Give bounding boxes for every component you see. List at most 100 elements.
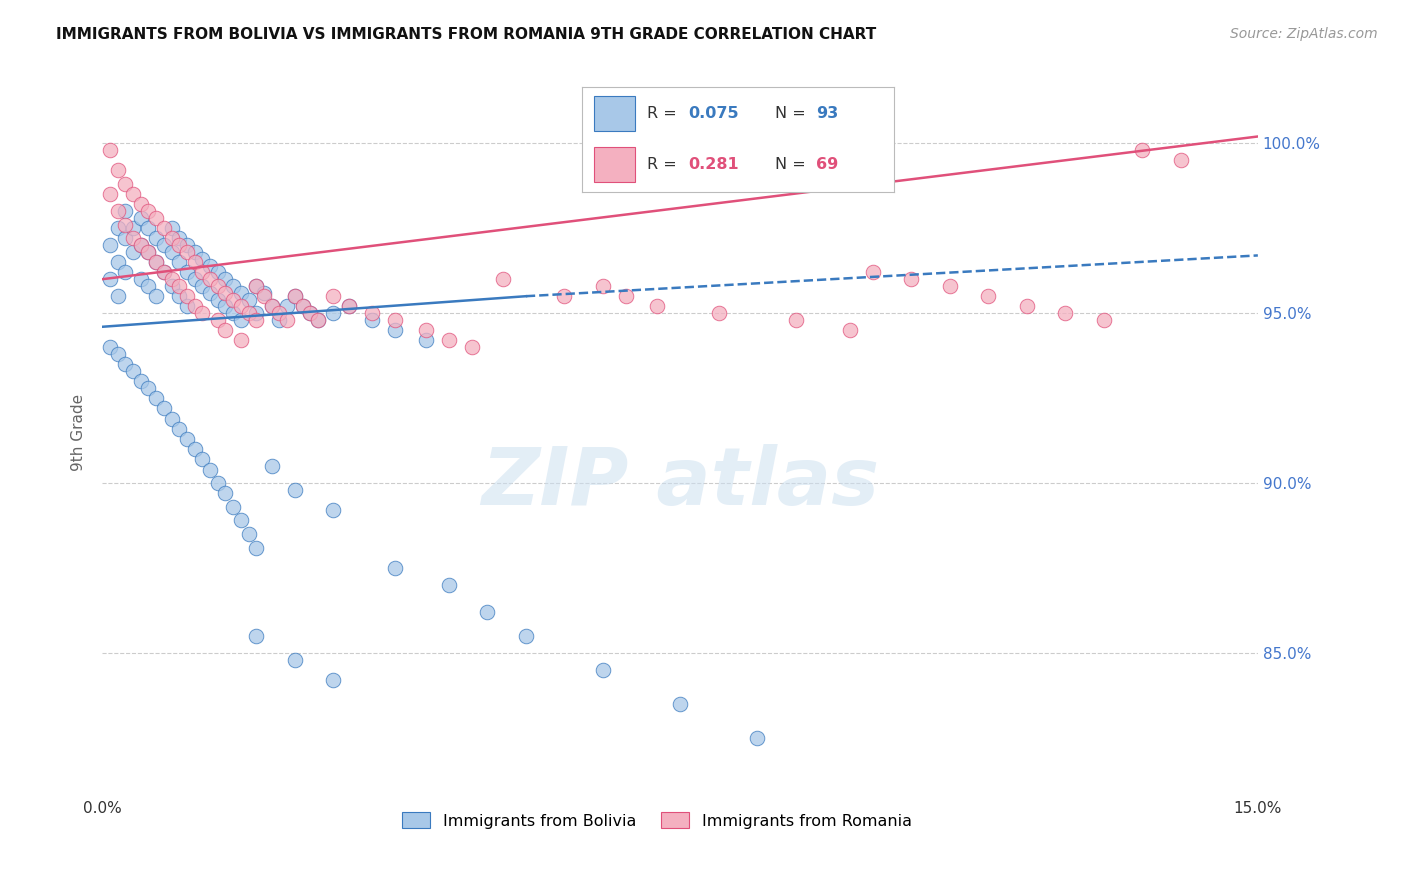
Point	[129, 197, 152, 211]
Point	[207, 313, 229, 327]
Point	[145, 255, 167, 269]
Point	[160, 279, 183, 293]
Point	[337, 299, 360, 313]
Point	[437, 578, 460, 592]
Point	[245, 279, 267, 293]
Point	[322, 673, 344, 688]
Point	[1054, 306, 1077, 320]
Point	[138, 204, 160, 219]
Point	[1130, 143, 1153, 157]
Point	[191, 306, 214, 320]
Point	[160, 272, 183, 286]
Point	[176, 238, 198, 252]
Point	[153, 265, 176, 279]
Point	[122, 245, 145, 260]
Point	[222, 279, 245, 293]
Point	[322, 503, 344, 517]
Point	[222, 293, 245, 307]
Point	[245, 629, 267, 643]
Point	[114, 357, 136, 371]
Point	[107, 347, 129, 361]
Point	[838, 323, 860, 337]
Point	[222, 306, 245, 320]
Point	[122, 187, 145, 202]
Point	[415, 334, 437, 348]
Point	[214, 486, 236, 500]
Point	[229, 514, 252, 528]
Point	[191, 265, 214, 279]
Point	[176, 245, 198, 260]
Point	[553, 289, 575, 303]
Point	[437, 334, 460, 348]
Point	[322, 306, 344, 320]
Point	[269, 313, 291, 327]
Point	[176, 265, 198, 279]
Point	[238, 293, 260, 307]
Point	[167, 289, 190, 303]
Point	[114, 218, 136, 232]
Point	[98, 340, 121, 354]
Point	[707, 306, 730, 320]
Point	[183, 299, 205, 313]
Point	[114, 231, 136, 245]
Point	[307, 313, 329, 327]
Legend: Immigrants from Bolivia, Immigrants from Romania: Immigrants from Bolivia, Immigrants from…	[395, 805, 918, 835]
Point	[245, 541, 267, 555]
Point	[669, 697, 692, 711]
Point	[238, 527, 260, 541]
Point	[477, 605, 499, 619]
Point	[862, 265, 884, 279]
Point	[114, 204, 136, 219]
Point	[114, 265, 136, 279]
Point	[745, 731, 768, 745]
Point	[145, 391, 167, 405]
Y-axis label: 9th Grade: 9th Grade	[72, 393, 86, 471]
Point	[167, 279, 190, 293]
Point	[122, 221, 145, 235]
Point	[245, 279, 267, 293]
Point	[592, 663, 614, 677]
Point	[299, 306, 322, 320]
Point	[245, 313, 267, 327]
Point	[129, 238, 152, 252]
Point	[129, 272, 152, 286]
Point	[245, 306, 267, 320]
Point	[191, 452, 214, 467]
Point	[129, 374, 152, 388]
Point	[98, 272, 121, 286]
Point	[253, 289, 276, 303]
Point	[977, 289, 1000, 303]
Point	[384, 313, 406, 327]
Point	[98, 187, 121, 202]
Point	[122, 231, 145, 245]
Point	[176, 289, 198, 303]
Point	[614, 289, 637, 303]
Point	[214, 272, 236, 286]
Point	[138, 381, 160, 395]
Point	[229, 299, 252, 313]
Point	[160, 245, 183, 260]
Point	[360, 306, 382, 320]
Point	[145, 289, 167, 303]
Point	[107, 204, 129, 219]
Point	[198, 272, 221, 286]
Point	[900, 272, 922, 286]
Point	[138, 279, 160, 293]
Point	[492, 272, 515, 286]
Point	[176, 299, 198, 313]
Point	[461, 340, 484, 354]
Point	[322, 289, 344, 303]
Point	[122, 364, 145, 378]
Point	[260, 299, 283, 313]
Point	[129, 211, 152, 225]
Point	[153, 238, 176, 252]
Point	[214, 323, 236, 337]
Point	[276, 313, 298, 327]
Point	[107, 221, 129, 235]
Point	[384, 323, 406, 337]
Point	[198, 285, 221, 300]
Point	[198, 462, 221, 476]
Point	[260, 299, 283, 313]
Point	[229, 285, 252, 300]
Point	[167, 238, 190, 252]
